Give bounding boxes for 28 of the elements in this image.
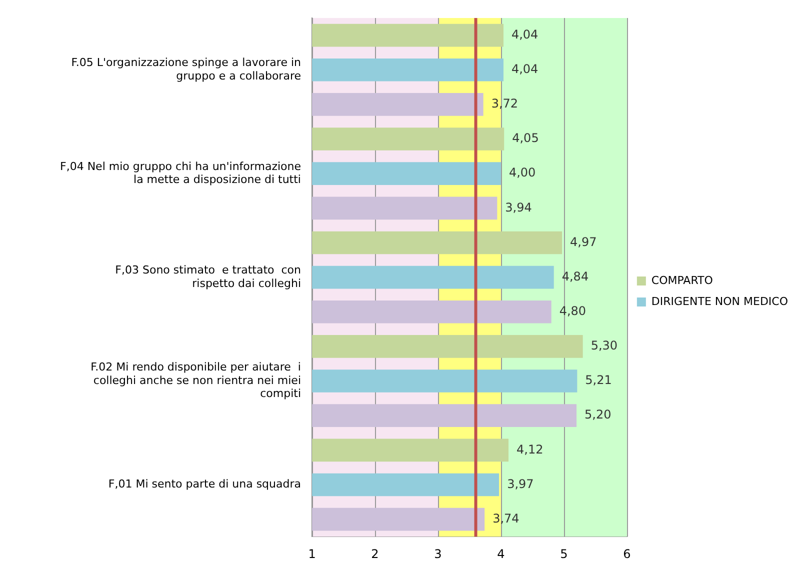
x-tick-label: 4 [497, 546, 505, 561]
data-label: 5,20 [584, 408, 612, 422]
data-label: 4,04 [511, 27, 538, 42]
x-tick-label: 2 [371, 546, 379, 561]
y-tick-label: F,01 Mi sento parte di una squadra [108, 478, 301, 491]
data-label: 4,12 [516, 442, 544, 456]
data-label: 4,04 [511, 62, 538, 76]
y-tick-label: F,03 Sono stimato e trattato con rispetto dai colleghi [115, 264, 302, 290]
y-tick-label: F.02 Mi rendo disponibile per aiutare i colleghi anche se non rientra nei miei compiti [90, 360, 301, 400]
data-label: 3,97 [507, 476, 534, 491]
data-label: 5,21 [585, 373, 612, 388]
x-tick-label: 5 [560, 546, 568, 561]
data-label: 4,05 [512, 131, 539, 146]
y-tick-label: F.05 L'organizzazione spinge a lavorare in gruppo e a collaborare [71, 56, 302, 82]
legend-label: DIRIGENTE NON MEDICO [651, 294, 788, 308]
data-label: 5,30 [590, 338, 618, 353]
data-label: 4,97 [570, 234, 597, 249]
data-label: 4,00 [508, 166, 536, 180]
x-tick-label: 3 [434, 546, 442, 561]
x-tick-label: 6 [623, 546, 631, 561]
data-label: 4,84 [562, 269, 589, 284]
x-tick-label: 1 [308, 546, 316, 561]
data-label: 4,80 [559, 304, 586, 318]
data-label: 3,74 [492, 511, 520, 526]
data-label: 3,72 [491, 96, 518, 111]
y-tick-label: F,04 Nel mio gruppo chi ha un'informazione la mette a disposizione di tutti [60, 160, 302, 186]
legend-label: COMPARTO [651, 274, 714, 287]
data-label: 3,94 [505, 200, 532, 214]
